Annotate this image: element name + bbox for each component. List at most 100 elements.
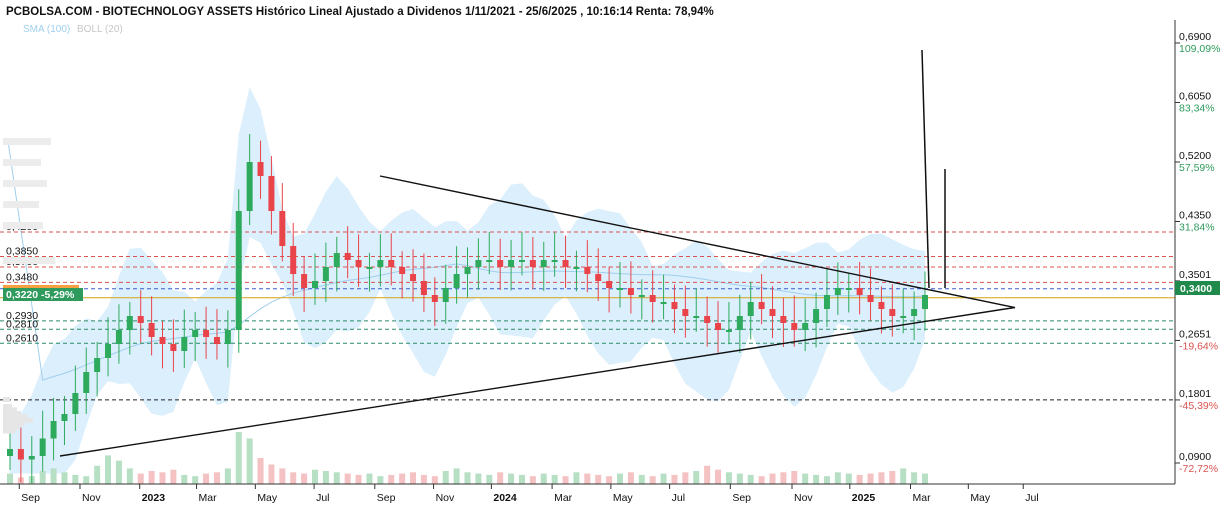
volume-profile-bar: [3, 425, 19, 430]
volume-bar: [366, 473, 373, 484]
candle-body: [50, 421, 57, 439]
volume-bar: [823, 476, 830, 484]
time-tick-label: 2025: [852, 492, 876, 504]
candle-body: [94, 358, 101, 372]
volume-bar: [453, 468, 460, 484]
time-tick-label: Mar: [199, 492, 218, 504]
volume-bar: [377, 476, 384, 484]
volume-bar: [813, 474, 820, 484]
volume-bar: [355, 474, 362, 484]
volume-bar: [606, 476, 613, 484]
candle-body: [170, 344, 177, 351]
volume-bar: [671, 474, 678, 484]
candle-body: [638, 295, 645, 297]
volume-bar: [301, 473, 308, 484]
volume-bar: [61, 472, 68, 484]
volume-bar: [900, 468, 907, 484]
candle-body: [322, 267, 329, 281]
candle-body: [780, 316, 787, 323]
time-tick-label: Jul: [316, 492, 329, 504]
level-label: 0,2810: [6, 318, 38, 330]
boll-indicator-label[interactable]: BOLL (20): [77, 24, 123, 35]
candle-body: [268, 176, 275, 211]
level-label: 0,3850: [6, 246, 38, 258]
volume-bar: [50, 468, 57, 484]
volume-bar: [94, 465, 101, 484]
volume-bar: [769, 473, 776, 484]
volume-bar: [115, 460, 122, 484]
volume-bar: [268, 464, 275, 484]
volume-bar: [224, 468, 231, 484]
candle-body: [17, 449, 24, 460]
volume-bar: [388, 474, 395, 484]
candle-body: [802, 323, 809, 330]
volume-profile-bar: [3, 428, 15, 434]
candle-body: [715, 323, 722, 330]
price-tick-label: 0,0900: [1179, 451, 1211, 463]
candle-body: [660, 302, 667, 304]
price-tick-label: 0,6050: [1179, 91, 1211, 103]
price-tick-label: 0,5200: [1179, 150, 1211, 162]
volume-bar: [312, 469, 318, 484]
volume-bar: [486, 474, 493, 484]
volume-bar: [192, 476, 199, 484]
volume-profile-bar: [3, 414, 27, 420]
triangle-apex-line: [1004, 306, 1016, 310]
time-tick-label: Mar: [913, 492, 932, 504]
time-tick-label: Jul: [1025, 492, 1038, 504]
volume-bar: [235, 432, 242, 484]
candle-body: [529, 260, 536, 267]
volume-bar: [105, 455, 112, 484]
candle-body: [486, 260, 493, 262]
candle-body: [736, 316, 743, 330]
candle-body: [192, 330, 199, 337]
percent-tick-label: -72,72%: [1179, 463, 1218, 475]
volume-bar: [889, 471, 896, 484]
candle-body: [126, 316, 133, 330]
volume-bar: [802, 473, 809, 484]
candle-body: [845, 288, 852, 290]
candle-body: [682, 309, 689, 316]
time-axis: Sep Nov 2023 Mar May Jul Sep Nov 2024 Mar May Jul Se…: [18, 484, 1039, 504]
candle-body: [39, 438, 46, 456]
volume-profile-bar: [3, 397, 10, 402]
volume-bar: [257, 458, 264, 484]
candle-body: [747, 302, 754, 316]
candle-body: [551, 260, 558, 262]
candle-body: [388, 260, 395, 267]
candle-body: [7, 449, 13, 456]
candle-body: [366, 267, 373, 269]
volume-bar: [682, 472, 689, 484]
candle-body: [475, 260, 482, 267]
candle-body: [704, 316, 711, 323]
volume-bar: [83, 476, 90, 484]
candle-body: [627, 288, 634, 295]
percent-tick-label: -45,39%: [1179, 400, 1218, 412]
volume-bar: [475, 473, 482, 484]
candle-body: [693, 316, 700, 318]
candle-body: [83, 372, 90, 393]
percent-tick-label: 109,09%: [1179, 43, 1220, 55]
candle-body: [725, 330, 732, 332]
candle-body: [301, 274, 308, 288]
volume-bar: [431, 476, 438, 484]
candle-body: [497, 260, 504, 267]
volume-profile-bar: [3, 404, 12, 409]
candle-body: [115, 330, 122, 344]
candle-body: [72, 393, 79, 414]
volume-profile-bar: [3, 421, 25, 427]
candle-body: [911, 309, 918, 316]
volume-bar: [159, 472, 166, 484]
time-tick-label: 2023: [142, 492, 166, 504]
candle-body: [235, 211, 242, 330]
percent-tick-label: -19,64%: [1179, 340, 1218, 352]
sma-indicator-label[interactable]: SMA (100): [23, 24, 70, 35]
price-spike-line: [921, 49, 930, 289]
candle-body: [922, 295, 928, 309]
volume-bar: [834, 472, 841, 484]
candle-body: [769, 309, 776, 316]
volume-bar: [856, 474, 863, 484]
candle-body: [355, 260, 362, 267]
volume-bar: [922, 473, 928, 484]
candle-body: [377, 260, 384, 267]
